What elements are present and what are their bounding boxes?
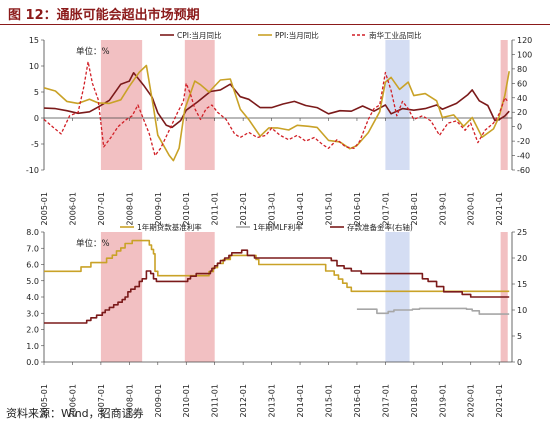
- y-tick-label: 0.0: [26, 358, 39, 367]
- chart-panel-1: -10 -5 0 5 10 15 -60 -40 -20 0 20 40 60 80 100 120 2005-…: [26, 30, 532, 225]
- x-tick-label: 2014-01: [296, 192, 305, 225]
- x-tick-label: 2008-01: [125, 192, 134, 225]
- y-tick-label: 3.0: [26, 309, 39, 318]
- y-tick-label: 7.0: [26, 244, 39, 253]
- legend-label-2: 1年期MLF利率: [253, 222, 303, 232]
- y2-tick-label: 20: [517, 108, 527, 117]
- x-tick-label: 2013-01: [268, 192, 277, 225]
- y-tick-label: 5: [34, 88, 39, 97]
- y2-tick-label: 40: [517, 94, 527, 103]
- shaded-period-1: [100, 40, 143, 170]
- y2-tick-label: 5: [517, 332, 522, 341]
- x-tick-label: 2006-01: [68, 192, 77, 225]
- source-note: 资料来源：Wind，招商证券: [6, 407, 144, 420]
- figure-header: 图 12：通胀可能会超出市场预期: [0, 0, 550, 26]
- y2-tick-label: 20: [517, 254, 527, 263]
- y-tick-label: 8.0: [26, 228, 39, 237]
- unit-label: 单位：%: [76, 46, 110, 57]
- x-tick-label: 2018-01: [410, 192, 419, 225]
- y2-tick-label: -40: [517, 152, 530, 161]
- series-line-1: [43, 72, 510, 129]
- y2-tick-label: 25: [517, 228, 527, 237]
- y-tick-label: 5.0: [26, 277, 39, 286]
- series-line-3: [44, 249, 510, 324]
- x-tick-label: 2014-01: [296, 384, 305, 417]
- y2-tick-label: 100: [517, 50, 532, 59]
- shaded-period-2: [184, 232, 215, 362]
- x-tick-label: 2010-01: [182, 192, 191, 225]
- x-tick-label: 2020-01: [467, 384, 476, 417]
- y2-tick-label: -60: [517, 166, 530, 175]
- legend-label-1: CPI:当月同比: [177, 30, 222, 40]
- x-tick-label: 2021-01: [495, 192, 504, 225]
- x-tick-label: 2019-01: [438, 384, 447, 417]
- x-tick-label: 2011-01: [211, 192, 220, 225]
- x-tick-label: 2017-01: [381, 384, 390, 417]
- x-tick-label: 2010-01: [182, 384, 191, 417]
- y-tick-label: 6.0: [26, 261, 39, 270]
- series-line-2: [43, 64, 510, 162]
- x-tick-label: 2009-01: [154, 384, 163, 417]
- x-tick-label: 2011-01: [211, 384, 220, 417]
- series-line-2: [356, 307, 510, 315]
- y2-tick-label: 80: [517, 65, 527, 74]
- x-tick-label: 2015-01: [324, 192, 333, 225]
- x-tick-label: 2016-01: [353, 192, 362, 225]
- unit-label: 单位：%: [76, 238, 110, 249]
- header-rule: [0, 24, 550, 25]
- y-tick-label: 1.0: [26, 342, 39, 351]
- x-tick-label: 2006-01: [68, 384, 77, 417]
- legend-label-3: 存款准备金率(右轴): [347, 222, 413, 232]
- x-tick-label: 2018-01: [410, 384, 419, 417]
- y-tick-label: -10: [26, 166, 39, 175]
- y2-tick-label: 10: [517, 306, 527, 315]
- y-tick-label: 0: [34, 114, 39, 123]
- shaded-period-3: [385, 232, 410, 362]
- y-tick-label: 4.0: [26, 293, 39, 302]
- y2-tick-label: 0: [517, 358, 522, 367]
- shaded-period-2: [184, 40, 215, 170]
- x-tick-label: 2016-01: [353, 384, 362, 417]
- x-tick-label: 2019-01: [438, 192, 447, 225]
- figure-title: 图 12：通胀可能会超出市场预期: [8, 8, 200, 23]
- x-tick-label: 2005-01: [40, 192, 49, 225]
- y-tick-label: 15: [29, 36, 39, 45]
- x-tick-label: 2013-01: [268, 384, 277, 417]
- x-tick-label: 2009-01: [154, 192, 163, 225]
- shaded-period-4: [500, 40, 508, 170]
- x-tick-label: 2015-01: [324, 384, 333, 417]
- y2-tick-label: 15: [517, 280, 527, 289]
- legend-label-3: 南华工业品同比: [369, 30, 422, 40]
- chart-panel-2: 0.0 1.0 2.0 3.0 4.0 5.0 6.0 7.0 8.0 0 5 10 15 20 25 200…: [26, 222, 527, 417]
- x-tick-label: 2012-01: [239, 384, 248, 417]
- x-tick-label: 2017-01: [381, 192, 390, 225]
- x-tick-label: 2007-01: [97, 384, 106, 417]
- y2-tick-label: 120: [517, 36, 532, 45]
- y-tick-label: 10: [29, 62, 39, 71]
- x-tick-label: 2012-01: [239, 192, 248, 225]
- legend-label-2: PPI:当月同比: [275, 30, 319, 40]
- y2-tick-label: 0: [517, 123, 522, 132]
- legend-label-1: 1年期贷款基准利率: [137, 222, 202, 232]
- x-tick-label: 2005-01: [40, 384, 49, 417]
- shaded-period-1: [100, 232, 143, 362]
- y-tick-label: -5: [31, 140, 39, 149]
- y2-tick-label: 60: [517, 79, 527, 88]
- x-tick-label: 2020-01: [467, 192, 476, 225]
- x-tick-label: 2007-01: [97, 192, 106, 225]
- y2-tick-label: -20: [517, 137, 530, 146]
- x-tick-label: 2021-01: [495, 384, 504, 417]
- y-tick-label: 2.0: [26, 326, 39, 335]
- x-tick-label: 2008-01: [125, 384, 134, 417]
- series-line-1: [44, 239, 510, 293]
